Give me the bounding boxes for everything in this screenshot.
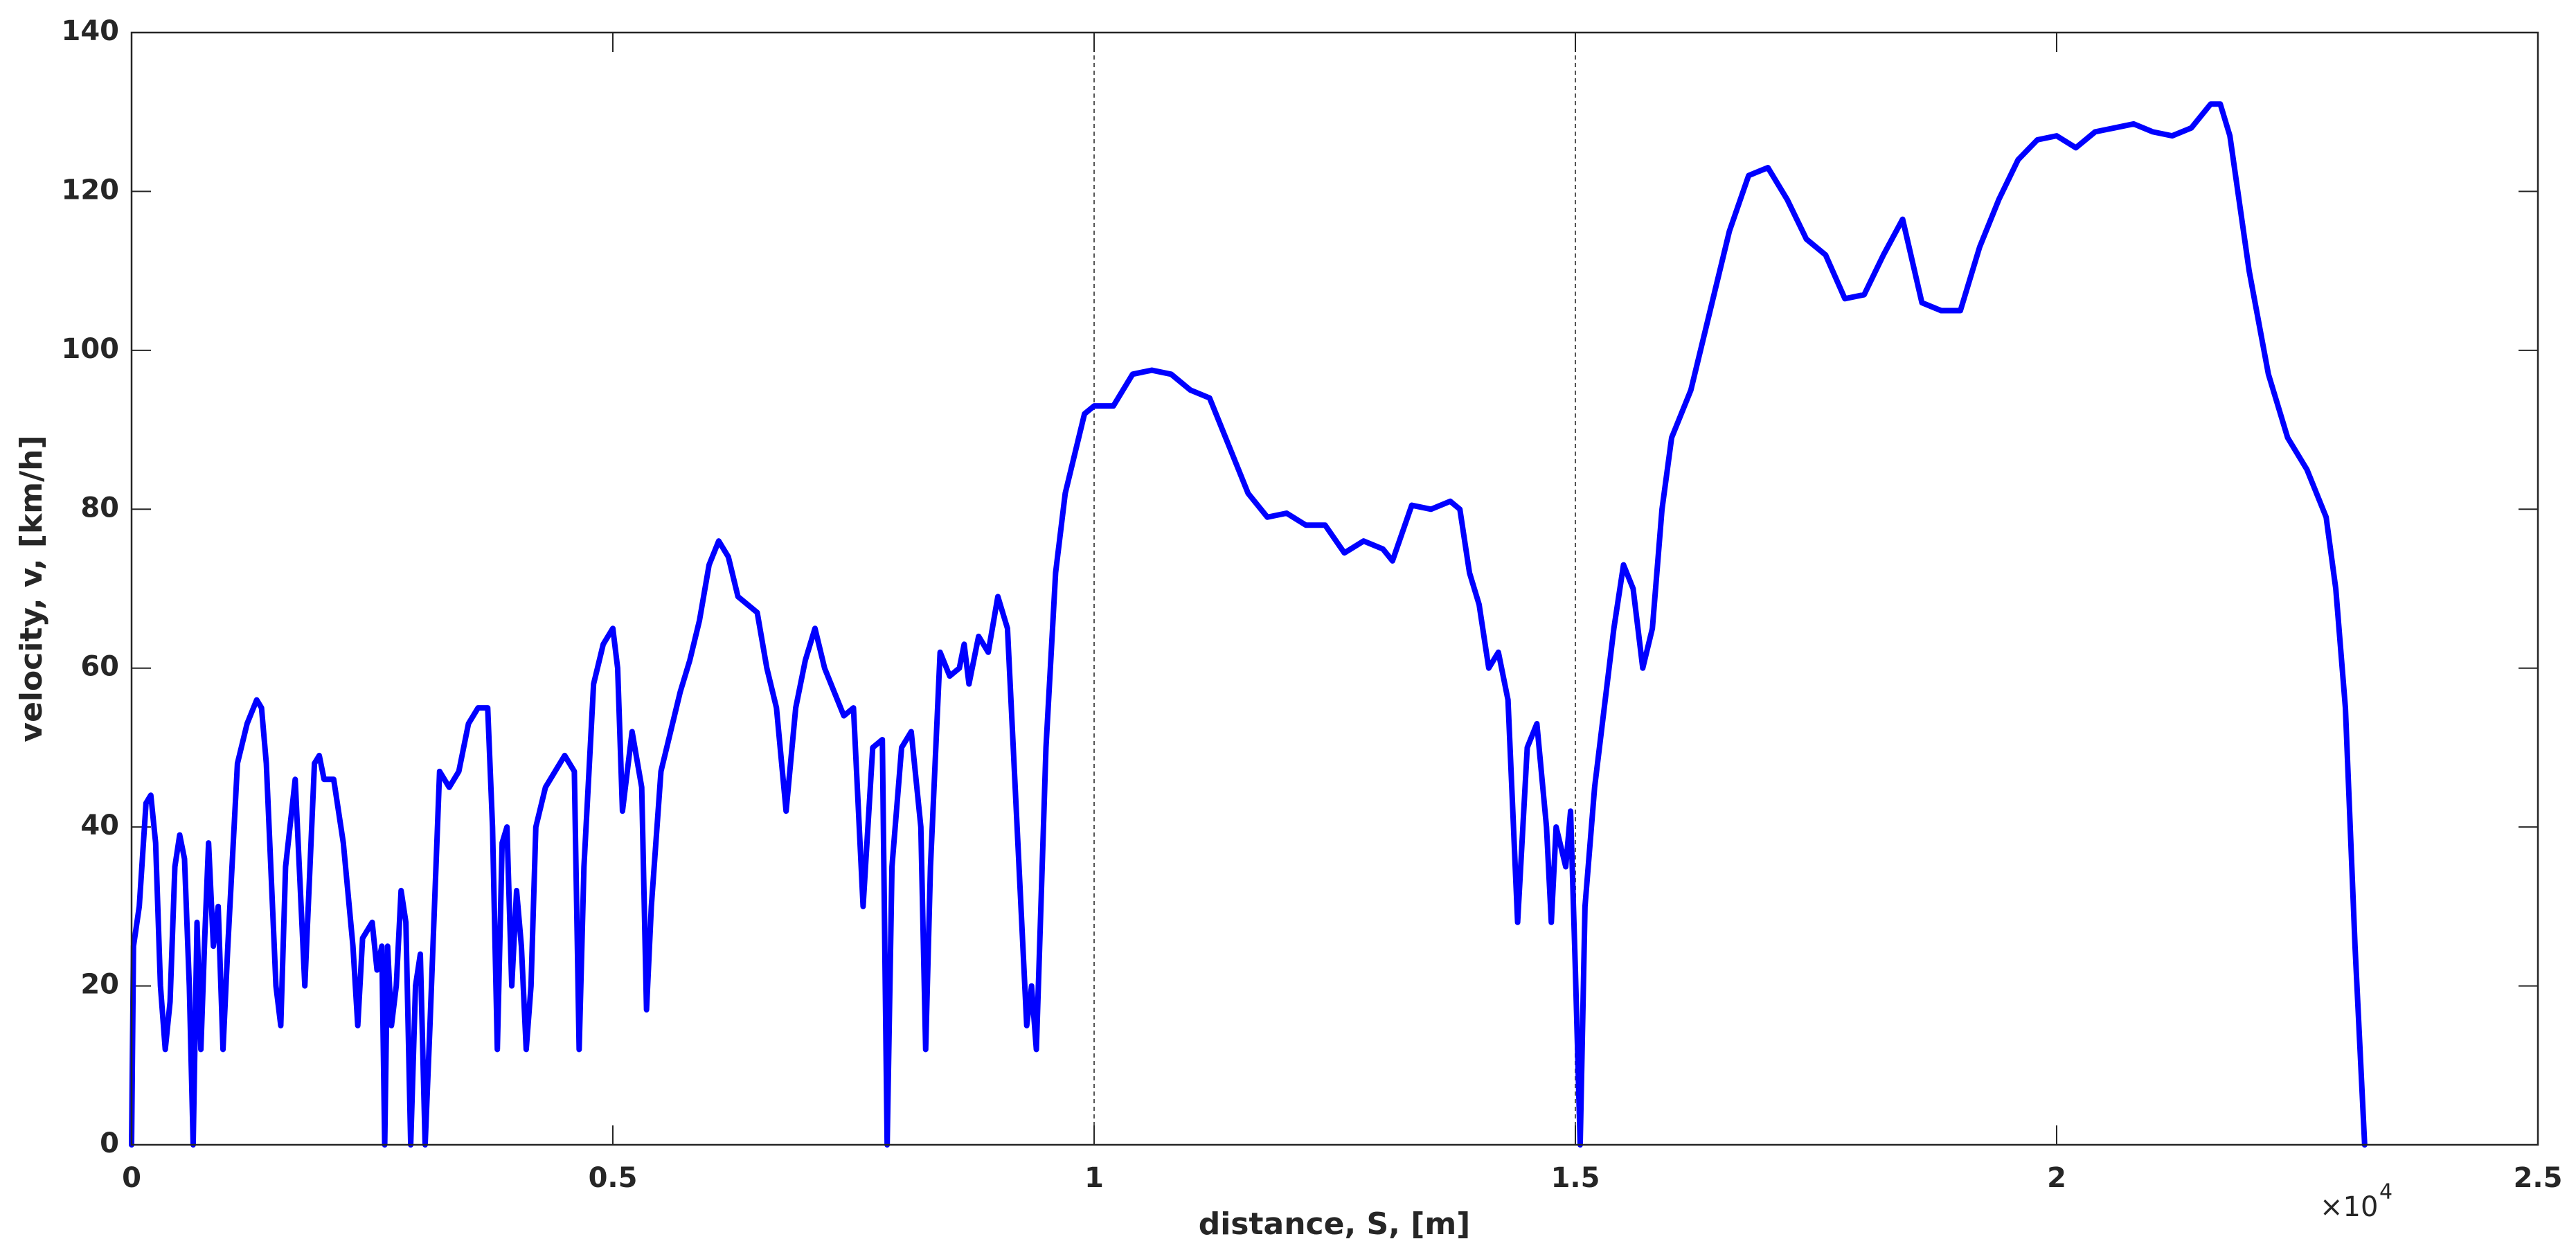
y-tick-label: 0 bbox=[100, 1127, 119, 1159]
x-tick-label: 2 bbox=[2047, 1162, 2066, 1194]
y-tick-label: 100 bbox=[62, 333, 120, 365]
y-tick-label: 120 bbox=[62, 174, 120, 206]
y-tick-label: 80 bbox=[80, 492, 119, 524]
y-tick-label: 40 bbox=[80, 810, 119, 841]
axes-box bbox=[130, 31, 2539, 1146]
y-tick-label: 60 bbox=[80, 651, 119, 683]
x-axis-title: distance, S, [m] bbox=[1199, 1206, 1471, 1242]
y-tick-label: 140 bbox=[62, 15, 120, 47]
x-tick-label: 1.5 bbox=[1551, 1162, 1600, 1194]
x-tick-label: 0 bbox=[122, 1162, 141, 1194]
x-tick-label: 2.5 bbox=[2514, 1162, 2563, 1194]
x-tick-label: 1 bbox=[1084, 1162, 1104, 1194]
plot-area bbox=[132, 33, 2538, 1145]
x-multiplier-base: ×10 bbox=[2320, 1191, 2378, 1223]
y-tick-label: 20 bbox=[80, 969, 119, 1001]
x-multiplier-exponent: 4 bbox=[2379, 1180, 2392, 1204]
y-axis-title: velocity, v, [km/h] bbox=[14, 435, 49, 742]
x-tick-label: 0.5 bbox=[589, 1162, 638, 1194]
